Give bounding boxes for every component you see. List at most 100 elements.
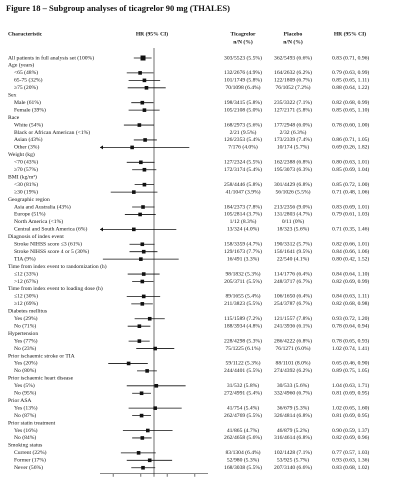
placebo-count: 190/3312 (5.7%) [274,241,312,248]
row-label: <70 (43%) [14,159,38,166]
hr-point [140,242,145,247]
hr-point [140,436,145,440]
ticagrelor-count: 41/1047 (3.9%) [225,188,260,195]
row-label: Black or African American (<1%) [14,129,90,136]
ticagrelor-count: 258/4446 (5.8%) [224,181,262,188]
ticagrelor-count: 75/1225 (6.1%) [225,345,260,352]
hr-label: 0.82 (0.68, 0.98) [332,300,369,307]
ticagrelor-count: 184/2373 (7.8%) [224,203,262,210]
placebo-count: 46/879 (5.2%) [277,427,309,434]
group-label: Time from index event to randomization (… [8,263,107,270]
placebo-count: 30/533 (5.6%) [277,382,309,389]
ticagrelor-count: 262/4658 (5.6%) [224,434,262,441]
ci-arrow [100,227,103,232]
group-label: Prior ischaemic heart disease [8,376,74,382]
hr-point [142,182,147,187]
row-label: Other (3%) [14,144,39,151]
hr-point [136,451,141,455]
hr-label: 0.84 (0.64, 1.10) [332,270,369,277]
row-label: No (84%) [14,434,36,441]
placebo-count: 326/4814 (6.8%) [274,412,312,419]
placebo-count: 241/3936 (6.1%) [274,322,312,329]
hr-label: 0.83 (0.69, 1.01) [332,203,369,210]
hr-point [141,205,145,209]
placebo-count: 177/2948 (6.0%) [274,121,312,128]
placebo-count: 10/174 (5.7%) [277,144,309,151]
ticagrelor-count: 105/2108 (5.0%) [224,106,262,113]
placebo-count: 162/2388 (6.8%) [274,159,312,166]
hr-label: 0.85 (0.72, 1.00) [332,181,369,188]
hr-point [141,465,145,470]
placebo-count: 88/1101 (8.0%) [276,360,311,367]
hr-point [140,55,146,61]
hr-point [132,227,136,232]
column-header: Characteristic [8,31,43,37]
hr-point [145,428,150,433]
hr-point [139,413,144,418]
placebo-count: 114/1776 (6.4%) [274,270,312,277]
placebo-count: 53/925 (5.7%) [277,457,309,464]
hr-label: 1.02 (0.65, 1.60) [332,404,369,411]
placebo-count: 76/1052 (7.2%) [275,84,310,91]
hr-label: 0.89 (0.75, 1.05) [332,367,369,374]
hr-point [130,145,134,150]
group-label: Race [8,115,20,121]
hr-label: 0.78 (0.65, 0.93) [332,337,369,344]
placebo-count: 18/323 (5.6%) [277,226,309,233]
ticagrelor-count: 31/532 (5.8%) [227,382,259,389]
hr-point [142,78,147,83]
hr-point [126,361,131,366]
hr-label: 0.65 (0.46, 0.90) [332,360,369,367]
hr-label: 0.81 (0.69, 0.95) [332,390,369,397]
placebo-count: 286/4222 (6.8%) [274,337,312,344]
row-label: ≥75 (20%) [14,84,38,91]
hr-point [140,302,145,306]
row-label: ≤12 (30%) [14,293,38,300]
ticagrelor-count: 89/1655 (5.4%) [225,293,260,300]
placebo-count: 301/4429 (6.8%) [274,181,312,188]
group-label: Hypertension [8,331,38,337]
ticagrelor-count: 126/2353 (5.4%) [224,136,262,143]
placebo-count: 2/32 (6.3%) [280,129,307,136]
group-label: Prior ischaemic stroke or TIA [8,353,75,359]
row-label: No (71%) [14,322,36,329]
ticagrelor-count: 211/3823 (5.5%) [224,300,262,307]
hr-label: 0.82 (0.69, 0.96) [332,434,369,441]
placebo-count: 173/2339 (7.4%) [274,136,312,143]
row-label: Asia and Australia (43%) [14,203,71,210]
hr-label: 0.82 (0.68, 0.99) [332,99,369,106]
ticagrelor-count: 41/754 (5.4%) [227,404,259,411]
hr-label: 0.79 (0.61, 1.03) [332,211,369,218]
row-label: ≥30 (19%) [14,188,38,195]
hr-label: 0.83 (0.71, 0.96) [332,54,369,61]
ticagrelor-count: 262/4769 (5.5%) [224,412,262,419]
hr-label: 0.71 (0.35, 1.46) [332,226,369,233]
placebo-count: 235/3322 (7.1%) [274,99,312,106]
hr-label: 0.88 (0.64, 1.22) [332,84,369,91]
ticagrelor-count: 1/12 (8.3%) [230,218,257,225]
row-label: Yes (16%) [14,427,38,434]
hr-label: 0.85 (0.69, 1.04) [332,166,369,173]
hr-point [137,339,142,343]
row-label: Male (61%) [14,99,41,106]
hr-point [137,123,142,127]
group-label: BMI (kg/m²) [8,173,37,180]
hr-point [142,167,147,172]
row-label: TIA (9%) [14,255,36,262]
hr-point [139,391,144,396]
group-label: Sex [8,93,17,99]
ticagrelor-count: 272/4991 (5.4%) [224,390,262,397]
chart-title: Figure 18 – Subgroup analyses of ticagre… [6,3,230,13]
placebo-count: 106/1650 (6.4%) [274,293,312,300]
group-label: Time from index event to loading dose (h… [8,285,103,292]
placebo-count: 121/1557 (7.8%) [274,315,312,322]
hr-point [143,138,147,142]
hr-label: 0.80 (0.63, 1.01) [332,159,369,166]
placebo-count: 56/1026 (5.5%) [275,188,310,195]
ticagrelor-count: 2/21 (9.5%) [230,129,257,136]
ticagrelor-count: 52/980 (5.3%) [227,457,259,464]
hr-point [138,212,142,217]
column-header: Ticagrelor [231,31,256,37]
hr-point [142,108,147,112]
placebo-count: 22/540 (4.1%) [277,255,309,262]
